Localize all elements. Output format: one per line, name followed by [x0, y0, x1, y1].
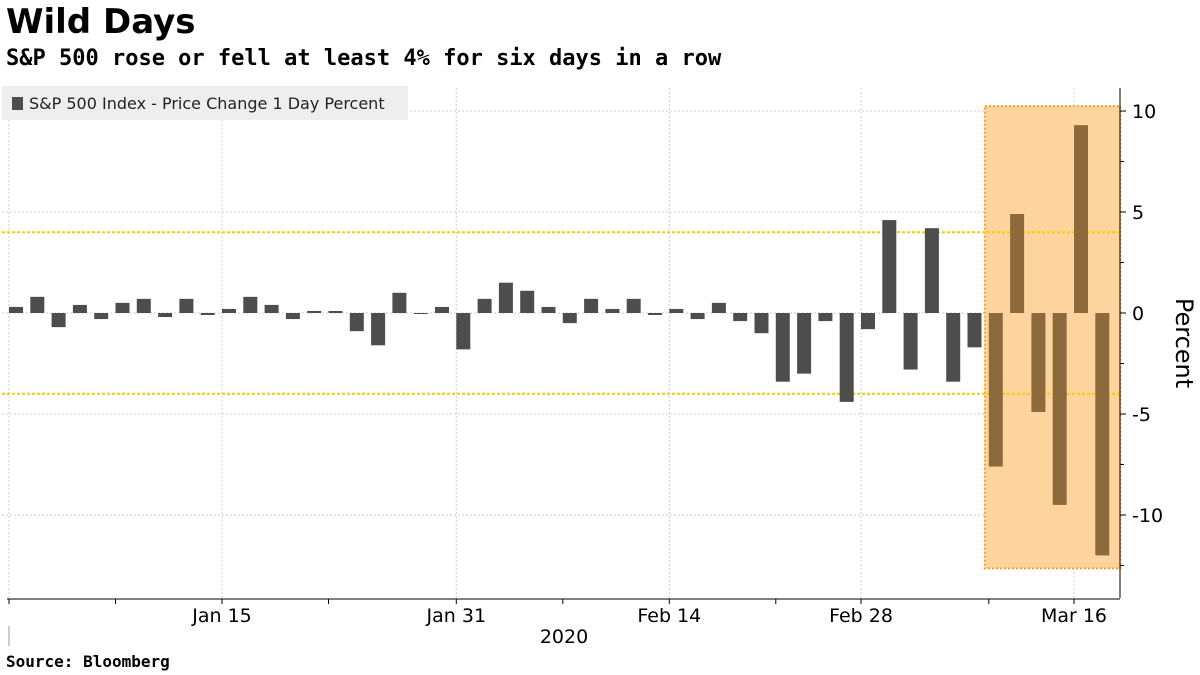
bar: [307, 310, 322, 313]
x-tick-label: Feb 28: [829, 605, 893, 627]
bar: [520, 290, 535, 313]
bar: [775, 313, 790, 382]
bar: [818, 313, 833, 322]
chart-title: Wild Days: [6, 2, 196, 42]
axes: 10 5 0 -5 -10 Jan 15 Jan 31 Feb 14 Feb 28 Mar 16 2…: [7, 88, 1163, 648]
bar: [51, 313, 66, 328]
bar: [328, 310, 343, 313]
bar: [477, 298, 492, 313]
bar: [94, 313, 109, 320]
x-tick-label: Feb 14: [637, 605, 701, 627]
y-tick-label: 0: [1132, 303, 1144, 325]
y-tick-label: 10: [1132, 101, 1156, 123]
bar: [626, 298, 641, 313]
bar: [1031, 313, 1046, 412]
bar: [349, 313, 364, 332]
bar: [200, 313, 215, 316]
bar: [285, 313, 300, 320]
bar: [903, 313, 918, 370]
bar: [456, 313, 471, 350]
y-axis-label: Percent: [1170, 298, 1198, 388]
bar: [733, 313, 748, 322]
bar: [371, 313, 386, 346]
x-tick-label: Jan 31: [426, 605, 487, 627]
bar: [136, 298, 151, 313]
bar: [690, 313, 705, 320]
x-tick-label: Jan 15: [191, 605, 252, 627]
bar: [413, 313, 428, 314]
legend: S&P 500 Index - Price Change 1 Day Perce…: [2, 86, 408, 120]
bar: [30, 296, 45, 313]
bar: [1074, 125, 1088, 313]
bar: [861, 313, 875, 330]
bar: [1052, 313, 1067, 505]
legend-swatch: [12, 96, 23, 110]
legend-label: S&P 500 Index - Price Change 1 Day Perce…: [29, 93, 385, 113]
bar: [967, 313, 982, 348]
bar: [924, 228, 939, 313]
bar: [179, 298, 194, 313]
source-note: Source: Bloomberg: [6, 652, 170, 671]
bar: [882, 220, 897, 313]
bar: [754, 313, 769, 334]
bar: [988, 313, 1003, 467]
bar: [839, 313, 854, 402]
bar: [72, 304, 87, 313]
bar: [669, 308, 684, 313]
x-tick-label: Mar 16: [1041, 605, 1107, 627]
bar: [264, 304, 279, 313]
bar: [243, 296, 258, 313]
bar: [946, 313, 961, 382]
bar: [158, 313, 173, 318]
bar: [498, 282, 513, 313]
bar: [9, 306, 23, 313]
bar: [1010, 214, 1025, 313]
bar: [541, 306, 556, 313]
bar: [711, 302, 726, 313]
bar: [648, 313, 662, 316]
bar: [605, 308, 620, 313]
bar: [435, 306, 449, 313]
bar: [392, 292, 407, 313]
chart-subtitle: S&P 500 rose or fell at least 4% for six…: [6, 46, 722, 71]
bar: [584, 298, 599, 313]
bar: [797, 313, 812, 374]
y-tick-label: 5: [1132, 202, 1144, 224]
bar: [562, 313, 577, 324]
bars: [9, 125, 1110, 556]
bar: [222, 308, 236, 313]
y-tick-label: -5: [1132, 404, 1151, 426]
y-tick-label: -10: [1132, 505, 1163, 527]
bar: [1095, 313, 1110, 556]
x-year-label: 2020: [540, 626, 588, 648]
bar: [115, 302, 130, 313]
